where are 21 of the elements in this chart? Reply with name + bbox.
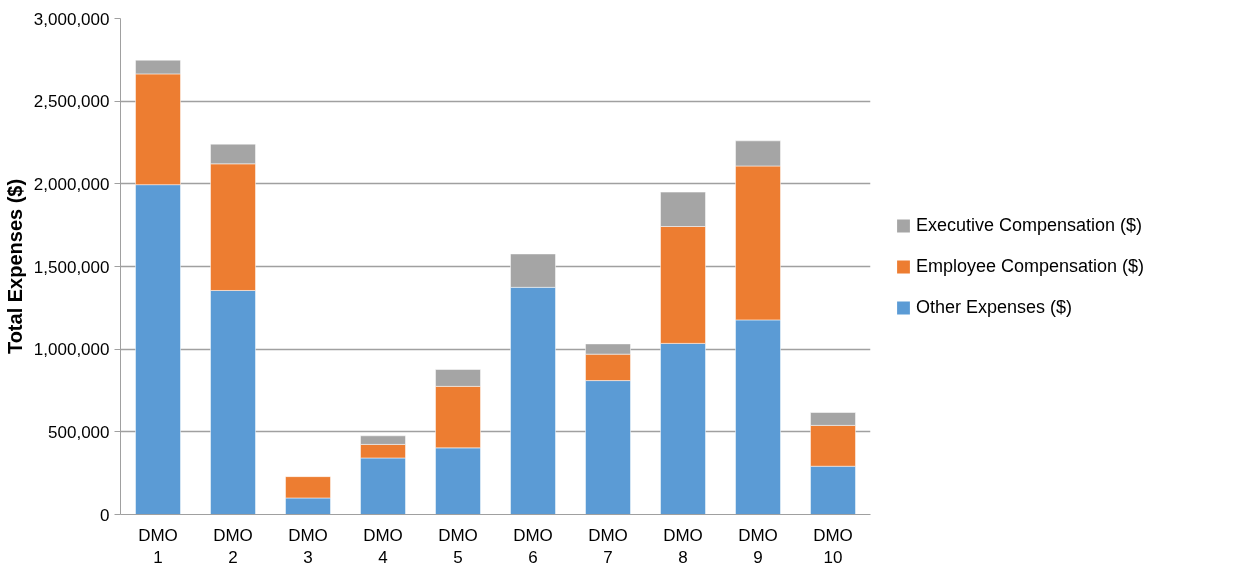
x-tick-label: DMO 5 [438, 525, 478, 568]
legend-label: Executive Compensation ($) [916, 214, 1143, 236]
x-tick-label: DMO 8 [663, 525, 703, 568]
x-tick-label: DMO 3 [288, 525, 328, 568]
y-tick-label: 0 [100, 505, 110, 525]
y-axis-title: Total Expenses ($) [3, 178, 26, 355]
x-tick-label: DMO 2 [213, 525, 253, 568]
legend-label: Other Expenses ($) [916, 296, 1073, 318]
x-tick-label: DMO 10 [813, 525, 853, 568]
y-tick-label: 2,500,000 [33, 92, 110, 112]
x-tick-label: DMO 9 [738, 525, 778, 568]
legend-label: Employee Compensation ($) [916, 255, 1145, 277]
y-tick-label: 1,000,000 [33, 340, 110, 360]
x-tick-label: DMO 6 [513, 525, 553, 568]
y-tick-label: 500,000 [48, 422, 110, 442]
y-tick-label: 3,000,000 [33, 9, 110, 29]
x-tick-label: DMO 7 [588, 525, 628, 568]
y-tick-label: 1,500,000 [33, 257, 110, 277]
y-tick-label: 2,000,000 [33, 174, 110, 194]
x-tick-label: DMO 4 [363, 525, 403, 568]
x-tick-label: DMO 1 [138, 525, 178, 568]
